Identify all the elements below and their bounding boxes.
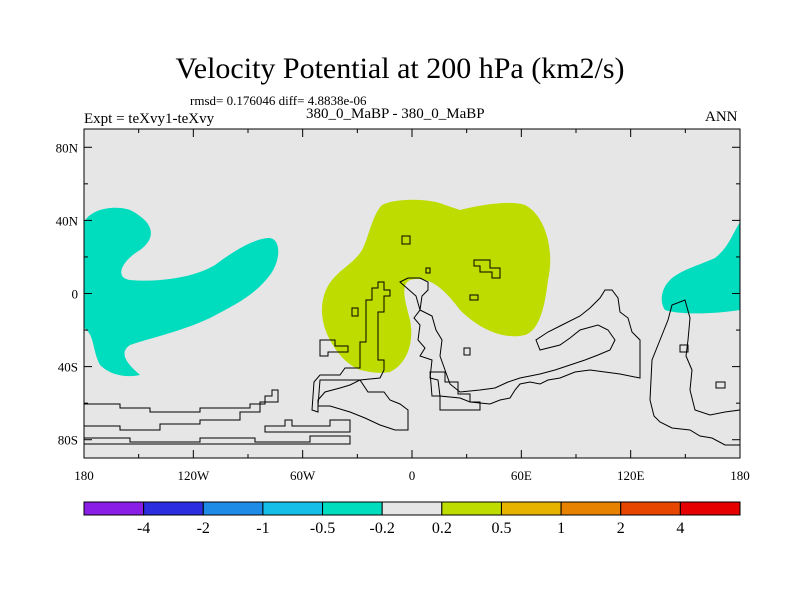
x-tick-label: 60W — [290, 468, 316, 483]
y-tick-label: 80N — [56, 140, 79, 155]
y-axis: 80N 40N 0 40S 80S — [56, 140, 740, 448]
negative-region-east-pacific — [84, 207, 279, 377]
colorbar-box — [83, 501, 145, 516]
colorbar-label: -4 — [137, 520, 150, 537]
colorbar-box — [679, 501, 741, 516]
colorbar-box — [500, 501, 562, 516]
colorbar-box — [381, 501, 443, 516]
y-tick-label: 0 — [72, 287, 79, 302]
continent-outlines — [84, 235, 741, 446]
colorbar-label: -0.5 — [310, 520, 335, 537]
colorbar-box — [202, 501, 264, 516]
x-tick-label: 120E — [617, 468, 645, 483]
y-tick-label: 80S — [58, 433, 78, 448]
colorbar-box — [560, 501, 622, 516]
chart-title: Velocity Potential at 200 hPa (km2/s) — [175, 52, 625, 85]
colorbar-label: 0.2 — [432, 520, 452, 537]
colorbar-box — [262, 501, 324, 516]
x-axis: 180 120W 60W 0 60E 120E 180 — [74, 129, 750, 483]
x-tick-label: 180 — [730, 468, 750, 483]
colorbar-box — [620, 501, 681, 516]
negative-region-west-pacific — [661, 222, 740, 314]
colorbar: -4 -2 -1 -0.5 -0.2 0.2 0.5 1 2 4 — [83, 501, 741, 537]
x-tick-label: 0 — [409, 468, 416, 483]
colorbar-label: 4 — [676, 520, 684, 537]
colorbar-label: 2 — [617, 520, 625, 537]
colorbar-label: -1 — [256, 520, 269, 537]
colorbar-box — [441, 501, 502, 516]
x-tick-label: 120W — [177, 468, 210, 483]
positive-region-africa — [321, 199, 551, 373]
colorbar-label: 0.5 — [491, 520, 511, 537]
colorbar-label: -2 — [197, 520, 210, 537]
x-tick-label: 180 — [74, 468, 94, 483]
y-tick-label: 40N — [56, 213, 79, 228]
x-tick-label: 60E — [511, 468, 532, 483]
y-tick-label: 40S — [58, 360, 78, 375]
colorbar-box — [143, 501, 204, 516]
case-label: 380_0_MaBP - 380_0_MaBP — [306, 106, 485, 122]
colorbar-label: 1 — [557, 520, 565, 537]
colorbar-box — [322, 501, 383, 516]
colorbar-label: -0.2 — [370, 520, 395, 537]
season-label: ANN — [705, 109, 738, 125]
experiment-label: Expt = teXvy1-teXvy — [84, 111, 215, 127]
stats-line: rmsd= 0.176046 diff= 4.8838e-06 — [190, 93, 367, 108]
